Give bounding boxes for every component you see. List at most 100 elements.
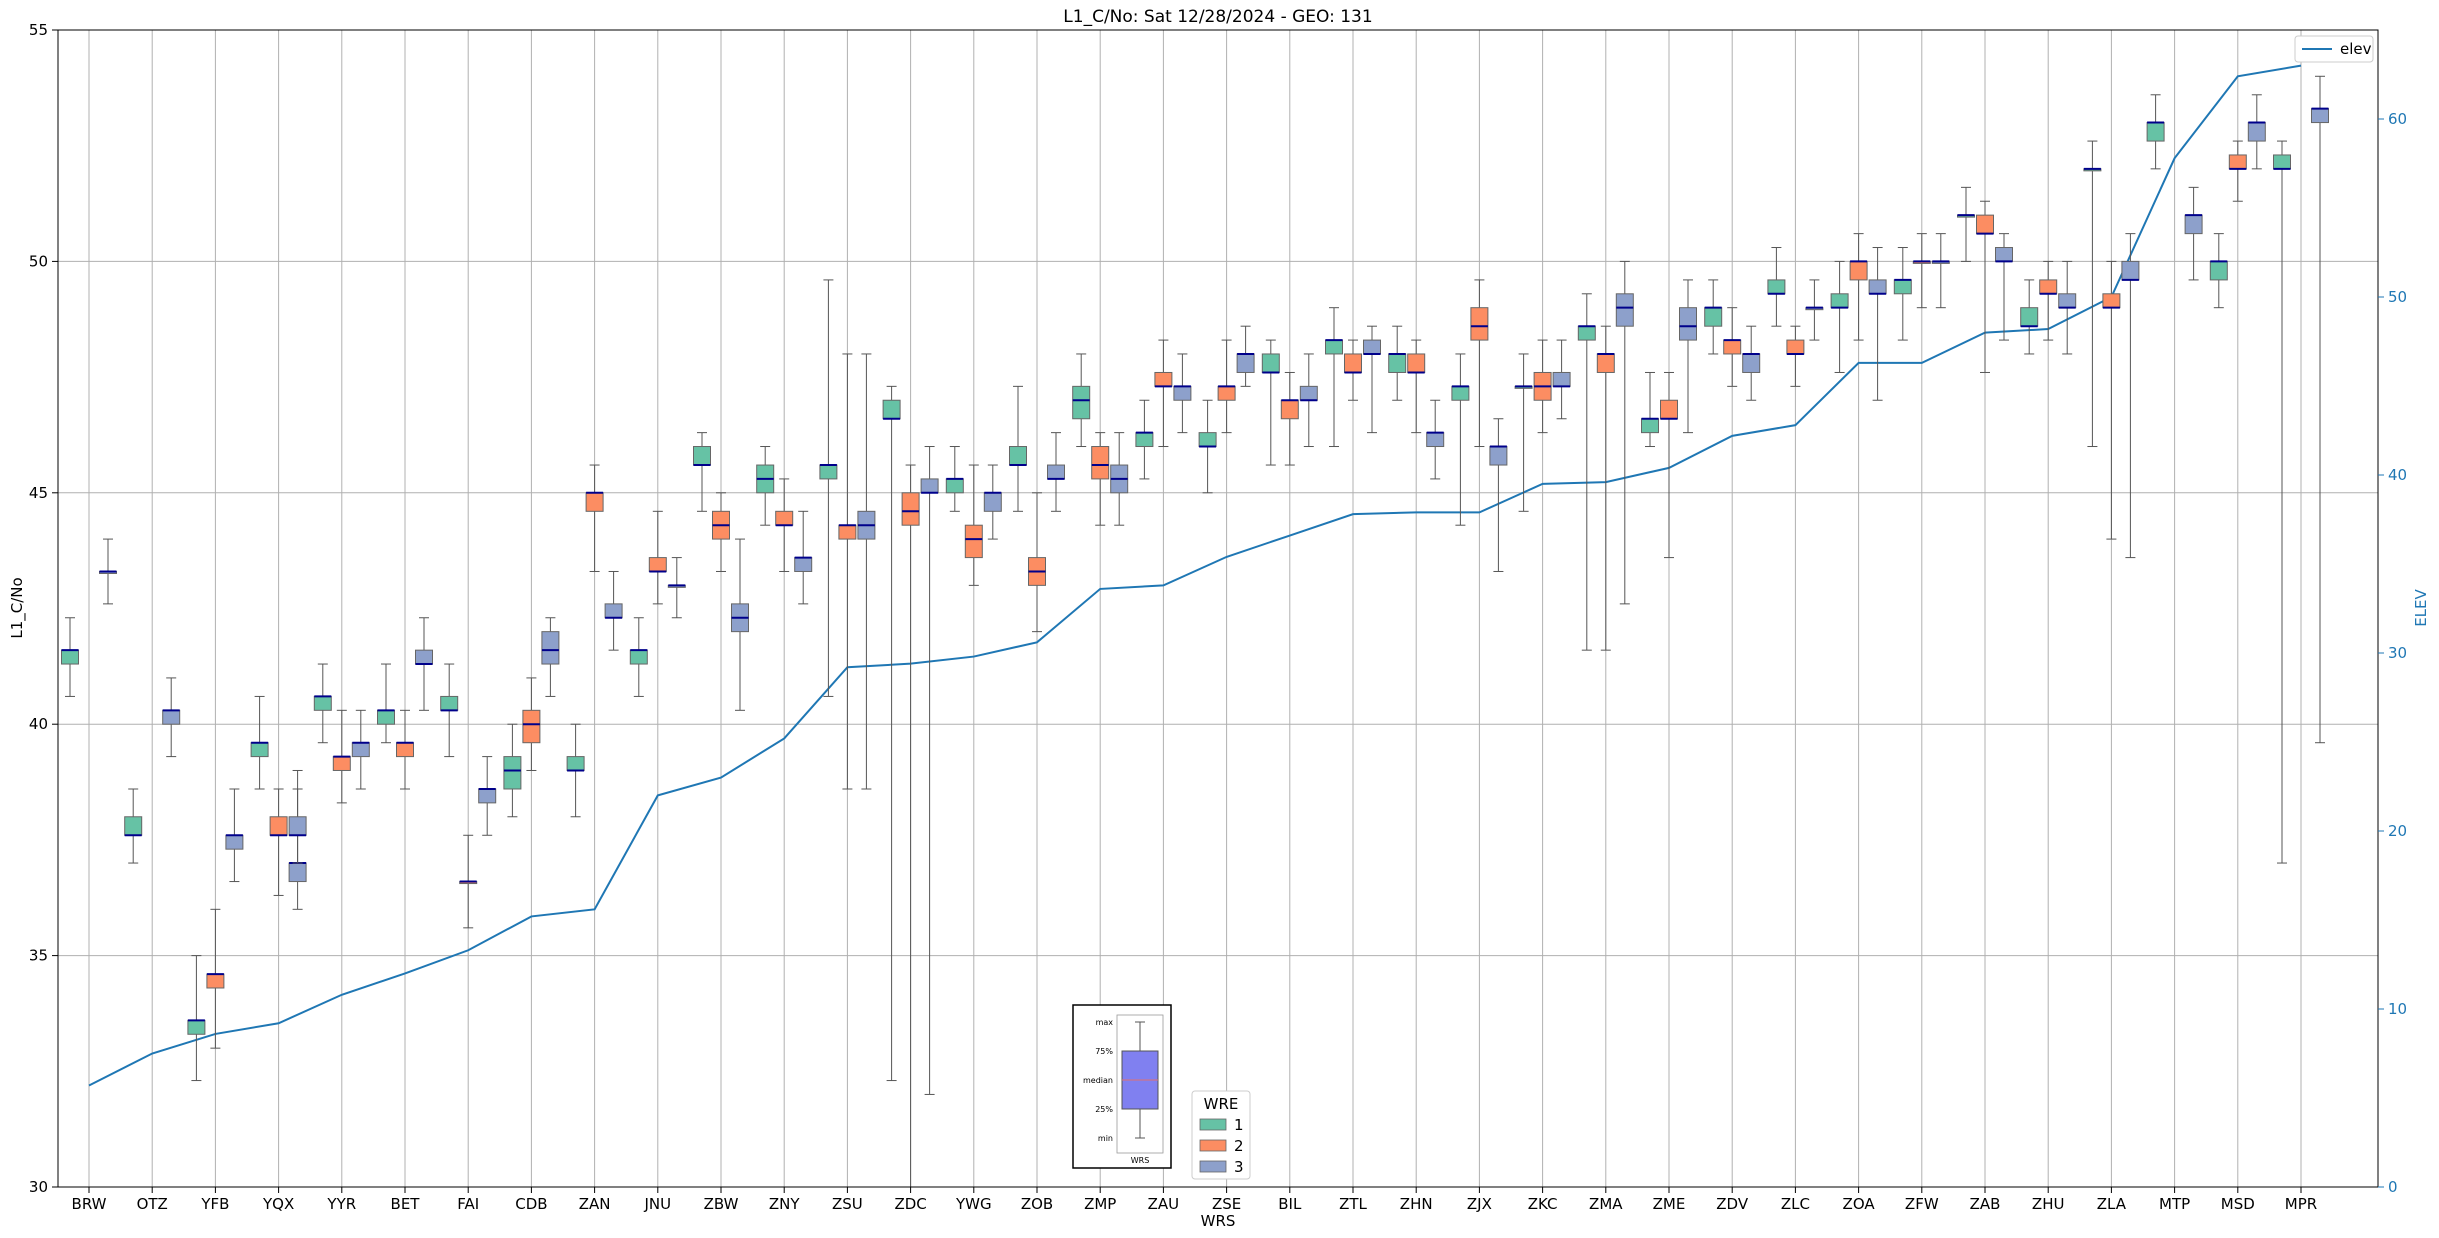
box-iqr: [1470, 307, 1489, 341]
y-axis-label: L1_C/No: [8, 577, 27, 638]
x-tick-label: MTP: [2159, 1195, 2190, 1213]
box-iqr: [1363, 339, 1381, 355]
box-CDB-wre1: [503, 723, 522, 818]
box-YFB-wre1: [187, 955, 206, 1082]
box-ZSU-wre2: [838, 353, 857, 790]
box-iqr: [503, 756, 522, 790]
x-tick-label: ZTL: [1339, 1195, 1367, 1213]
box-ZAB-wre1: [1957, 186, 1975, 262]
box-ZHU-wre1: [2020, 279, 2039, 355]
box-ZHN-wre2: [1407, 339, 1426, 434]
box-iqr: [332, 756, 351, 771]
box-JNU-wre3: [667, 557, 686, 619]
x-tick-label: ZDC: [894, 1195, 926, 1213]
box-iqr: [162, 709, 181, 725]
box-ZAB-wre2: [1976, 200, 1994, 373]
x-tick-label: ZOB: [1021, 1195, 1053, 1213]
box-OTZ-wre1: [124, 788, 143, 864]
box-iqr: [541, 631, 560, 665]
box-iqr: [2020, 307, 2039, 327]
plot-frame: [57, 29, 2379, 1188]
box-iqr: [2121, 260, 2140, 281]
y-tick-label: 40: [29, 715, 48, 733]
box-MPR-wre3: [2311, 75, 2329, 744]
box-ZFW-wre3: [1931, 233, 1950, 309]
x-tick-label: ZJX: [1467, 1195, 1492, 1213]
box-iqr: [1009, 446, 1027, 466]
box-iqr: [415, 649, 433, 665]
box-iqr: [604, 603, 623, 619]
box-MSD-wre1: [2209, 233, 2228, 309]
box-iqr: [396, 742, 414, 758]
y2-tick-label: 10: [2388, 1000, 2407, 1018]
box-iqr: [775, 510, 794, 526]
wre-legend-label: 2: [1234, 1137, 1244, 1155]
axes: 30 35 40 45 50 55 0 10 20 30 40 50 60 BRW OTZ YFB YQX YYR…: [29, 21, 2407, 1213]
elev-legend-label: elev: [2340, 40, 2372, 58]
box-ZJX-wre1: [1451, 353, 1470, 526]
box-BIL-wre2: [1280, 371, 1299, 466]
box-iqr: [206, 973, 225, 989]
box-iqr: [1577, 325, 1596, 341]
box-iqr: [1976, 214, 1994, 235]
box-iqr: [648, 557, 667, 572]
box-ZMA-wre3: [1615, 260, 1634, 605]
box-ZAN-wre3: [604, 570, 623, 651]
box-iqr: [250, 742, 269, 758]
x-tick-label: BIL: [1278, 1195, 1302, 1213]
x-tick-label: YQX: [262, 1195, 294, 1213]
box-iqr: [124, 816, 143, 836]
box-iqr: [478, 788, 497, 804]
y2-axis-label: ELEV: [2412, 588, 2430, 626]
box-iqr: [61, 649, 79, 665]
x-tick-label: ZAN: [579, 1195, 611, 1213]
x-tick-label: ZHU: [2032, 1195, 2065, 1213]
box-iqr: [225, 834, 244, 850]
key-label: 75%: [1095, 1047, 1113, 1056]
box-JNU-wre1: [629, 617, 648, 697]
y2-tick-label: 0: [2388, 1178, 2398, 1196]
box-iqr: [1451, 385, 1470, 401]
y2-tick-label: 40: [2388, 466, 2407, 484]
box-iqr: [945, 478, 964, 494]
box-ZDV-wre2: [1723, 307, 1742, 387]
x-tick-label: MPR: [2285, 1195, 2317, 1213]
box-iqr: [1388, 353, 1407, 373]
box-iqr: [1072, 385, 1091, 420]
elev-legend-frame: [2294, 35, 2374, 63]
box-iqr: [1641, 418, 1659, 434]
x-tick-label: ZHN: [1400, 1195, 1433, 1213]
y-tick-label: 45: [29, 484, 48, 502]
box-iqr: [1091, 446, 1110, 480]
key-label: 25%: [1095, 1105, 1113, 1114]
box-iqr: [1489, 446, 1508, 466]
wre-legend-swatch: [1199, 1139, 1227, 1152]
box-ZME-wre3: [1679, 279, 1697, 434]
box-ZNY-wre2: [775, 478, 794, 572]
box-ZSE-wre3: [1236, 325, 1255, 387]
box-YYR-wre2: [332, 709, 351, 804]
box-YFB-wre3: [225, 788, 244, 883]
y2-tick-label: 20: [2388, 822, 2407, 840]
key-xlabel: WRS: [1131, 1156, 1150, 1165]
x-tick-label: ZAU: [1148, 1195, 1180, 1213]
x-tick-label: ZAB: [1970, 1195, 2001, 1213]
box-iqr: [1704, 307, 1723, 327]
box-iqr: [794, 557, 813, 572]
box-FAI-wre2: [459, 834, 478, 929]
box-ZJX-wre3: [1489, 418, 1508, 572]
x-tick-label: ZBW: [704, 1195, 739, 1213]
wre-legend: WRE 1 2 3: [1191, 1090, 1251, 1180]
y2-tick-label: 50: [2388, 288, 2407, 306]
box-key-inset: max 75% median 25% min WRS: [1072, 1004, 1172, 1169]
box-iqr: [187, 1019, 206, 1035]
box-BRW-wre1: [61, 617, 79, 697]
box-YQX-wre3: [288, 769, 307, 864]
wre-legend-label: 1: [1234, 1116, 1244, 1134]
box-iqr: [269, 816, 288, 836]
y-tick-label: 50: [29, 252, 48, 270]
box-YYR-wre3: [351, 709, 370, 790]
x-tick-label: BET: [391, 1195, 421, 1213]
